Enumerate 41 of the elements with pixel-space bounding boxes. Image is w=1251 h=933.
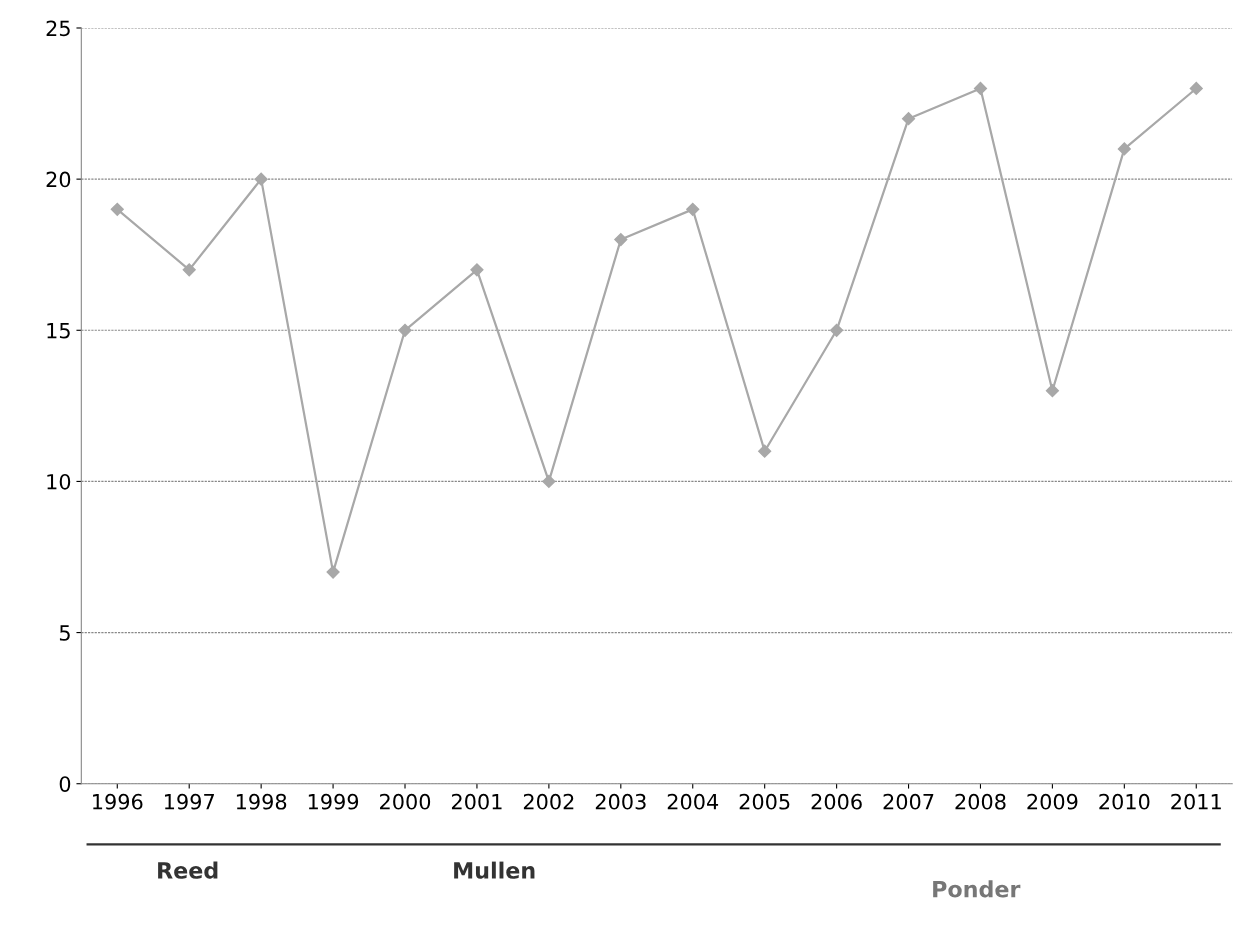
text: Reed	[158, 861, 218, 879]
point	[182, 263, 196, 277]
point	[830, 323, 844, 337]
point	[614, 233, 628, 247]
point	[110, 202, 124, 216]
x-tick-label: 2011	[1171, 793, 1221, 810]
x-tick-label: 2009	[1027, 793, 1078, 810]
x-tick-label: 1997	[164, 793, 214, 810]
x-tick-label: 1996	[93, 793, 143, 810]
text: Mullen	[454, 861, 535, 879]
x-tick-label: 2005	[739, 793, 790, 810]
y-tick-label: 20	[46, 171, 71, 188]
point	[326, 565, 340, 579]
y-tick-label: 0	[59, 776, 71, 792]
point	[1045, 384, 1059, 398]
point	[1189, 81, 1203, 96]
x-tick-label: 2007	[883, 793, 934, 810]
x-tick-label: 2000	[380, 793, 431, 810]
x-tick-label: 2002	[523, 793, 574, 810]
point	[758, 444, 772, 458]
point	[542, 474, 556, 489]
y-tick-label: 25	[46, 20, 70, 37]
point	[254, 172, 268, 186]
point	[901, 112, 916, 126]
point	[470, 263, 484, 277]
x-tick-label: 2003	[595, 793, 646, 810]
x-tick-label: 2006	[811, 793, 862, 810]
x-tick-label: 2004	[667, 793, 719, 810]
point	[973, 81, 988, 96]
x-tick-label: 1999	[308, 793, 359, 810]
point	[1117, 142, 1131, 156]
point	[686, 202, 700, 216]
x-tick-label: 1998	[236, 793, 287, 810]
text: Ponder	[933, 880, 1021, 898]
x-tick-label: 2008	[955, 793, 1006, 810]
x-tick-label: 2010	[1099, 793, 1150, 810]
y-tick-label: 5	[59, 625, 70, 641]
y-tick-label: 15	[47, 323, 70, 339]
y-tick-label: 10	[47, 473, 71, 490]
x-tick-label: 2001	[451, 793, 502, 810]
point	[398, 323, 412, 337]
